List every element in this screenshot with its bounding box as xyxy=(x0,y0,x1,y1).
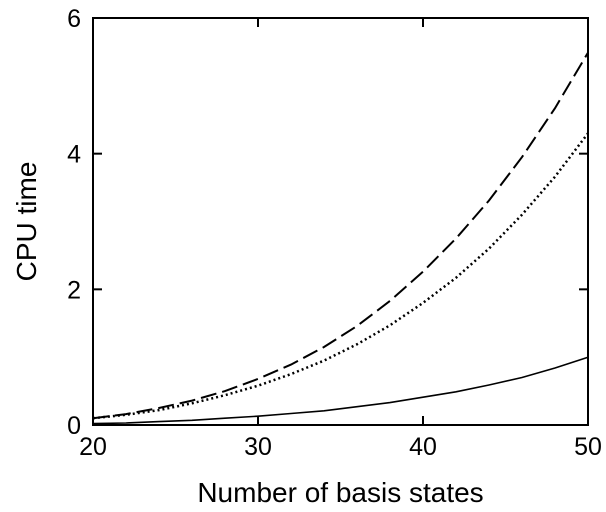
series-line-solid xyxy=(92,356,589,425)
x-tick-label: 20 xyxy=(79,433,107,461)
x-tick-label: 50 xyxy=(574,433,602,461)
plot-frame xyxy=(92,17,589,426)
y-axis-ticks: 0 2 4 6 xyxy=(67,5,588,440)
y-tick-label: 2 xyxy=(67,276,81,304)
y-tick-label: 4 xyxy=(67,141,81,169)
y-tick-label: 0 xyxy=(67,412,81,440)
series-line-dotted xyxy=(92,132,589,420)
y-tick-label: 6 xyxy=(67,5,81,33)
x-tick-label: 40 xyxy=(409,433,437,461)
x-axis-ticks: 20 30 40 50 xyxy=(79,18,602,461)
x-axis-label: Number of basis states xyxy=(197,477,483,508)
series-line-dashed xyxy=(92,52,589,420)
x-tick-label: 30 xyxy=(244,433,272,461)
y-axis-label: CPU time xyxy=(11,162,42,282)
plot-lines xyxy=(92,52,589,425)
